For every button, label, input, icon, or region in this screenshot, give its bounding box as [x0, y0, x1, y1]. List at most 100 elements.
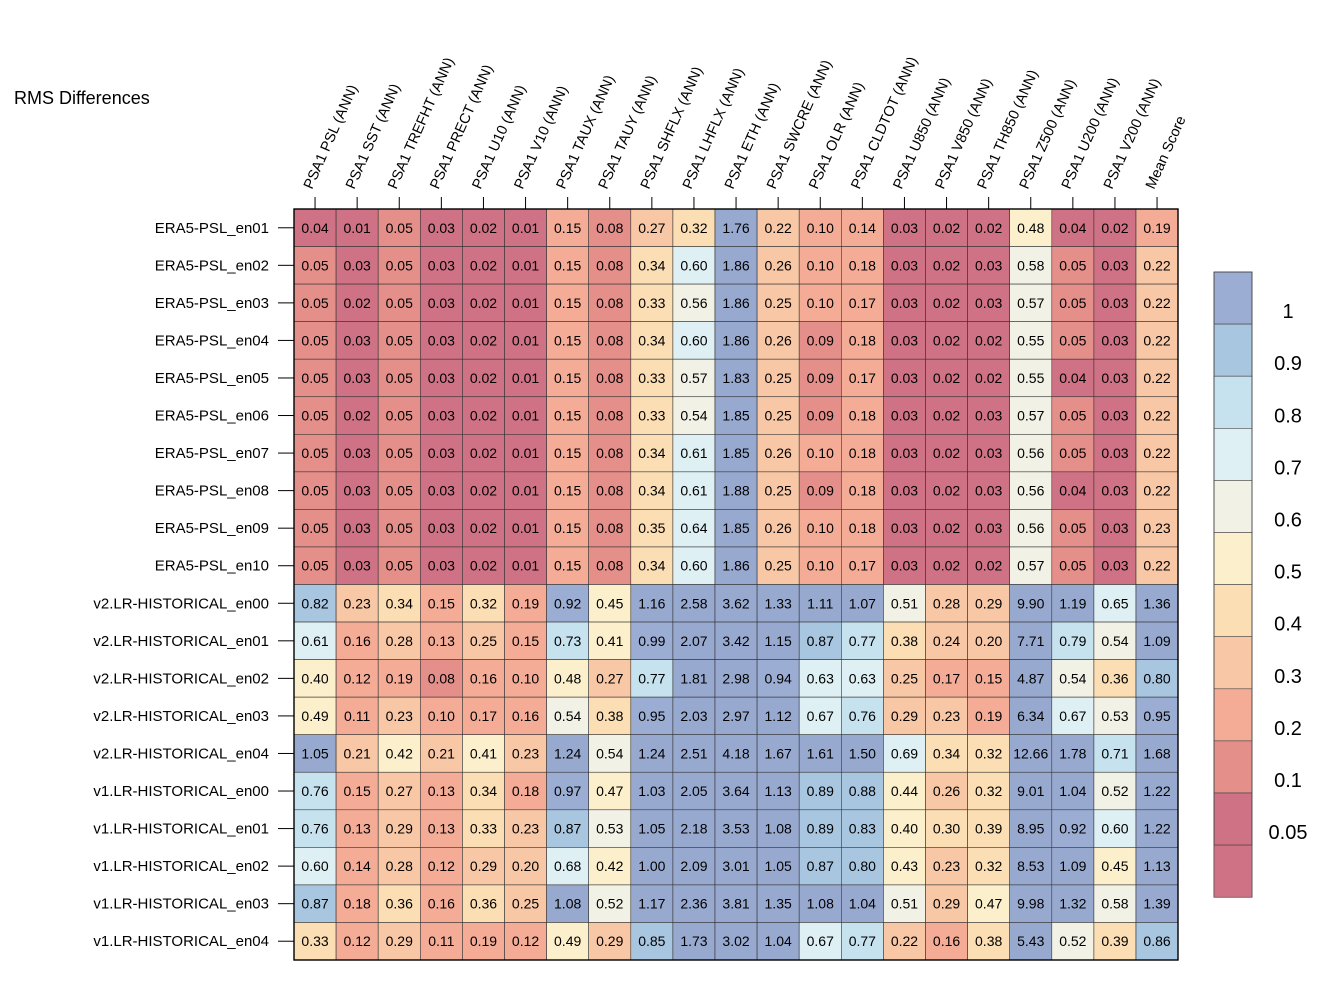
cell-value: 0.15 — [554, 520, 581, 536]
cell-value: 0.11 — [428, 933, 454, 949]
cell-value: 0.05 — [386, 408, 413, 424]
cell-value: 0.02 — [933, 483, 960, 499]
cell-value: 0.11 — [344, 708, 370, 724]
heatmap-cell — [925, 584, 968, 623]
cell-value: 0.33 — [638, 370, 665, 386]
heatmap-cell — [462, 922, 505, 961]
heatmap-cell — [1051, 659, 1095, 698]
cell-value: 9.01 — [1017, 783, 1044, 799]
cell-value: 0.03 — [428, 445, 455, 461]
row-label: v1.LR-HISTORICAL_en03 — [93, 896, 269, 913]
cell-value: 0.18 — [512, 783, 539, 799]
cell-value: 0.05 — [301, 332, 328, 348]
heatmap-cell — [1093, 771, 1137, 811]
heatmap-cell — [504, 884, 547, 923]
cell-value: 0.33 — [301, 933, 328, 949]
heatmap-cell — [840, 246, 884, 285]
heatmap-cell — [714, 659, 758, 698]
heatmap-cell — [798, 358, 842, 398]
cell-value: 0.67 — [807, 708, 834, 724]
cell-value: 0.08 — [428, 670, 455, 686]
heatmap-cell — [293, 922, 337, 961]
heatmap-cell — [588, 847, 632, 886]
heatmap-cell — [1009, 546, 1053, 585]
cell-value: 0.64 — [680, 520, 707, 536]
heatmap-cell — [714, 246, 758, 285]
heatmap-cell — [546, 847, 589, 886]
heatmap-cell — [840, 509, 884, 548]
cell-value: 0.02 — [470, 332, 497, 348]
colorbar-label: 0.1 — [1274, 770, 1302, 792]
heatmap-cell — [419, 358, 463, 398]
heatmap-cell — [1135, 509, 1179, 548]
heatmap-cell — [588, 621, 632, 660]
row-label: ERA5-PSL_en02 — [155, 257, 269, 274]
cell-value: 0.02 — [933, 408, 960, 424]
cell-value: 0.02 — [933, 520, 960, 536]
cell-value: 0.01 — [512, 220, 539, 236]
cell-value: 0.04 — [1059, 483, 1086, 499]
heatmap-cell — [925, 696, 968, 736]
cell-value: 0.34 — [386, 595, 413, 611]
cell-value: 0.18 — [849, 520, 876, 536]
cell-value: 0.10 — [807, 520, 834, 536]
heatmap-cell — [419, 433, 463, 473]
cell-value: 0.77 — [849, 933, 876, 949]
cell-value: 0.02 — [470, 483, 497, 499]
cell-value: 0.02 — [933, 558, 960, 574]
cell-value: 1.88 — [722, 483, 749, 499]
cell-value: 0.03 — [344, 483, 371, 499]
cell-value: 0.89 — [807, 821, 834, 837]
colorbar-segment — [1213, 480, 1253, 533]
heatmap-cell — [967, 358, 1010, 398]
cell-value: 7.71 — [1017, 633, 1044, 649]
cell-value: 0.09 — [807, 332, 834, 348]
cell-value: 0.32 — [470, 595, 497, 611]
cell-value: 0.40 — [301, 670, 328, 686]
cell-value: 0.25 — [470, 633, 497, 649]
cell-value: 0.34 — [638, 483, 665, 499]
cell-value: 0.01 — [512, 370, 539, 386]
heatmap-cell — [925, 283, 968, 322]
cell-value: 0.55 — [1017, 332, 1044, 348]
heatmap-cell — [335, 584, 379, 623]
cell-value: 0.02 — [470, 370, 497, 386]
cell-value: 0.15 — [554, 257, 581, 273]
row-label: v2.LR-HISTORICAL_en01 — [93, 633, 269, 650]
cell-value: 0.22 — [1143, 257, 1170, 273]
heatmap-cell — [1051, 208, 1095, 247]
row-label: ERA5-PSL_en06 — [155, 408, 269, 425]
heatmap-cell — [293, 396, 337, 435]
cell-value: 0.68 — [554, 858, 581, 874]
colorbar-label: 1 — [1282, 301, 1293, 323]
cell-value: 0.58 — [1017, 257, 1044, 273]
heatmap-cell — [504, 922, 547, 961]
cell-value: 0.22 — [1143, 295, 1170, 311]
cell-value: 1.22 — [1143, 821, 1170, 837]
heatmap-cell — [377, 546, 421, 585]
heatmap-cell — [419, 584, 463, 623]
heatmap-cell — [588, 321, 632, 360]
cell-value: 0.01 — [512, 558, 539, 574]
heatmap-cell — [1009, 396, 1053, 435]
heatmap-cell — [883, 433, 926, 473]
heatmap-cell — [672, 433, 716, 473]
heatmap-cell — [1135, 546, 1179, 585]
heatmap-cell — [546, 621, 589, 660]
cell-value: 1.04 — [849, 896, 876, 912]
heatmap-cell — [504, 208, 547, 247]
heatmap-cell — [588, 509, 632, 548]
cell-value: 0.02 — [470, 220, 497, 236]
cell-value: 0.02 — [1101, 220, 1128, 236]
chart-title: RMS Differences — [14, 88, 150, 108]
cell-value: 0.42 — [386, 745, 413, 761]
heatmap-cell — [1135, 358, 1179, 398]
heatmap-cell — [840, 396, 884, 435]
cell-value: 0.47 — [975, 896, 1002, 912]
cell-value: 0.05 — [301, 520, 328, 536]
heatmap-cell — [1135, 246, 1179, 285]
cell-value: 0.56 — [680, 295, 707, 311]
cell-value: 0.02 — [470, 257, 497, 273]
heatmap-cell — [840, 809, 884, 848]
